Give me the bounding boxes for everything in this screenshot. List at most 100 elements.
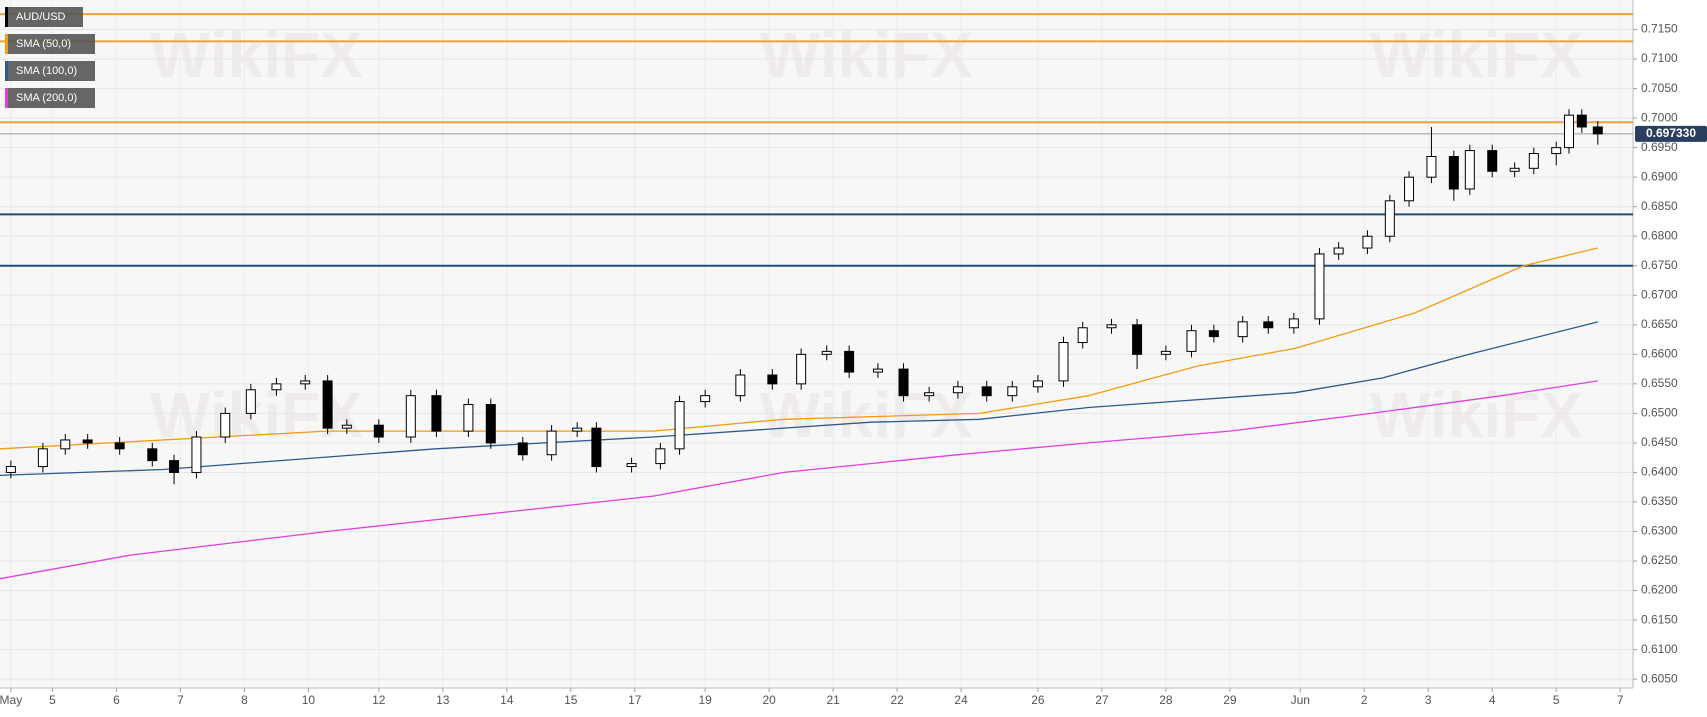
candle-body [1564,114,1575,149]
candle-body [463,404,474,432]
candle-body [5,466,16,473]
x-tick-label: 7 [177,693,184,707]
candle-body [1448,155,1459,190]
candle-body [872,368,883,373]
x-tick-label: 2 [1361,693,1368,707]
candle-body [1384,200,1395,237]
candle-body [1509,167,1520,172]
candle-body [1362,235,1373,249]
x-tick-label: 22 [890,693,904,707]
watermark: WikiFX [1370,379,1583,451]
x-tick-label: 4 [1489,693,1496,707]
candle-body [60,439,71,450]
candle-body [1464,150,1475,190]
candle-body [1263,321,1274,329]
candle-body [1237,321,1248,338]
sma-line [0,321,1598,477]
x-tick-label: May [0,693,22,707]
x-tick-label: 29 [1223,693,1237,707]
candle-body [898,368,909,397]
watermark: WikiFX [150,19,363,91]
legend-swatch [5,88,8,108]
last-price-label: 0.697330 [1646,126,1696,140]
candle-body [1032,380,1043,388]
candle-body [220,412,231,438]
candle-body [591,427,602,468]
candle-body [952,386,963,394]
y-tick-label: 0.6700 [1641,287,1678,301]
candle-body [300,380,311,385]
candle-body [1487,150,1498,172]
candle-body [341,424,352,429]
candle-body [1208,330,1219,338]
plot-background [0,0,1633,688]
y-tick-label: 0.7150 [1641,22,1678,36]
y-tick-label: 0.6350 [1641,494,1678,508]
y-tick-label: 0.6600 [1641,347,1678,361]
candle-body [1314,253,1325,320]
legend-box [5,34,95,54]
candle-body [147,448,158,462]
x-tick-label: 14 [500,693,514,707]
candle-body [517,442,528,456]
candle-body [431,395,442,432]
legend-swatch [5,34,8,54]
watermark: WikiFX [1370,19,1583,91]
y-tick-label: 0.7050 [1641,81,1678,95]
candle-body [169,460,180,473]
y-tick-label: 0.6050 [1641,671,1678,685]
legend-label: SMA (100,0) [16,65,77,77]
x-tick-label: 3 [1425,693,1432,707]
legend-label: SMA (200,0) [16,92,77,104]
candle-body [700,395,711,403]
candle-body [546,430,557,456]
legend-box [5,7,83,27]
x-tick-label: 5 [49,693,56,707]
candle-body [1576,114,1587,128]
candle-body [626,463,637,468]
candle-body [271,383,282,391]
candle-body [485,404,496,444]
sma-line [0,380,1598,580]
candle-body [191,436,202,473]
y-tick-label: 0.6100 [1641,642,1678,656]
candle-body [114,442,125,450]
candle-body [674,401,685,450]
x-tick-label: 15 [564,693,578,707]
x-tick-label: 6 [113,693,120,707]
x-tick-label: 10 [302,693,316,707]
legend-swatch [5,61,8,81]
y-tick-label: 0.6800 [1641,228,1678,242]
x-tick-label: 12 [372,693,386,707]
x-tick-label: 24 [954,693,968,707]
y-tick-label: 0.7000 [1641,110,1678,124]
watermark: WikiFX [760,19,973,91]
candle-body [655,448,666,465]
candle-body [1426,155,1437,178]
y-tick-label: 0.6650 [1641,317,1678,331]
legend-box [5,88,95,108]
candle-body [245,389,256,414]
x-tick-label: 27 [1095,693,1109,707]
y-tick-label: 0.6850 [1641,199,1678,213]
x-tick-label: 8 [241,693,248,707]
y-tick-label: 0.6150 [1641,612,1678,626]
legend-label: AUD/USD [16,11,66,23]
candle-body [1106,324,1117,329]
y-tick-label: 0.6450 [1641,435,1678,449]
y-tick-label: 0.7100 [1641,51,1678,65]
candle-body [796,353,807,385]
x-tick-label: 21 [826,693,840,707]
legend-label: SMA (50,0) [16,38,71,50]
candle-body [1592,126,1603,135]
sma-line [0,247,1598,450]
x-tick-label: 26 [1031,693,1045,707]
x-tick-label: 28 [1159,693,1173,707]
candle-body [767,374,778,385]
candle-body [1077,327,1088,344]
candle-body [1132,324,1143,355]
candle-body [1288,318,1299,329]
candle-body [1404,176,1415,202]
